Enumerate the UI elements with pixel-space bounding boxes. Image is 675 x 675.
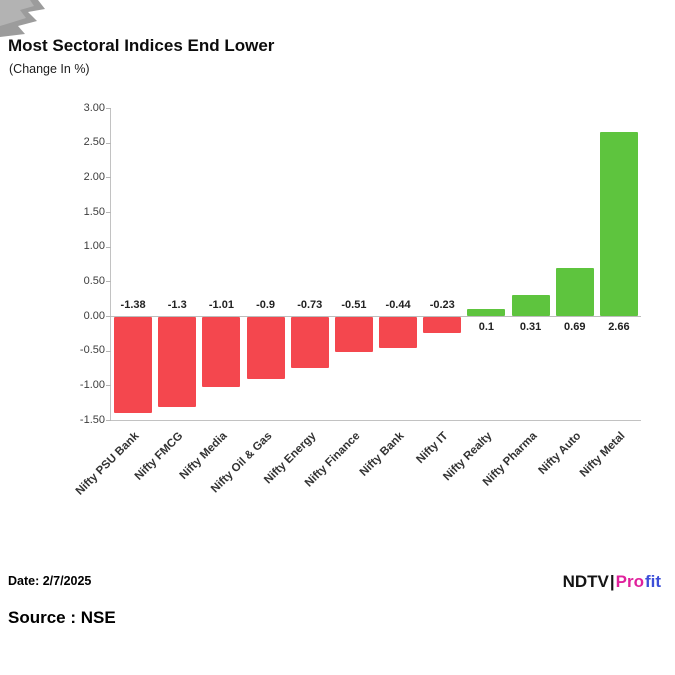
y-axis-tick-label: 2.50 <box>83 136 105 149</box>
x-axis-category-label: Nifty Oil & Gas <box>208 430 275 496</box>
y-axis-tick-mark <box>106 281 111 283</box>
y-axis-tick-mark <box>106 420 111 421</box>
date-label: Date: 2/7/2025 <box>8 574 92 588</box>
source-label: Source : NSE <box>8 608 116 627</box>
x-axis-category-label: Nifty Auto <box>536 430 584 478</box>
logo-part: fit <box>644 572 661 591</box>
bar-nifty-realty <box>467 309 506 316</box>
x-axis-category-label: Nifty Finance <box>302 430 363 490</box>
ndtv-profit-logo: NDTV | Pro fit <box>563 572 661 592</box>
x-axis-category-label: Nifty PSU Bank <box>73 430 142 498</box>
y-axis-tick-mark <box>106 142 111 144</box>
y-axis-tick-label: 3.00 <box>83 101 105 114</box>
bar-value-label: 0.69 <box>564 321 586 333</box>
bar-value-label: 0.1 <box>478 321 495 333</box>
chart-subtitle: (Change In %) <box>9 62 90 76</box>
bar-chart: 3.00 2.50 2.00 1.50 1.00 0.50 0.00 -0.50 -1.00 -1… <box>42 100 650 540</box>
y-axis-tick-mark <box>106 212 111 213</box>
bar-nifty-media <box>202 317 241 388</box>
bar-value-label: -1.3 <box>167 299 187 311</box>
bar-value-label: -0.73 <box>297 299 323 311</box>
bar-nifty-bank <box>379 317 418 348</box>
y-axis-tick-label: -1.00 <box>79 378 105 391</box>
y-axis-tick-label: -1.50 <box>79 413 105 426</box>
bar-nifty-it <box>423 317 462 333</box>
bar-value-label: -0.44 <box>385 299 411 311</box>
y-axis-tick-mark <box>106 316 111 317</box>
y-axis-tick-label: 2.00 <box>83 170 105 183</box>
y-axis-tick-label: 0.00 <box>83 309 105 322</box>
bar-value-label: -0.23 <box>429 299 455 311</box>
logo-part: NDTV <box>562 572 609 591</box>
x-axis-category-label: Nifty Energy <box>261 430 319 487</box>
bar-value-label: 2.66 <box>608 321 630 333</box>
x-axis-category-label: Nifty Media <box>178 430 230 482</box>
x-axis-category-label: Nifty Pharma <box>480 430 540 489</box>
bar-nifty-metal <box>599 131 638 316</box>
bar-value-label: -1.01 <box>208 299 234 311</box>
bar-value-label: -1.38 <box>120 299 146 311</box>
logo-part: | <box>609 572 615 591</box>
bar-nifty-psu-bank <box>114 317 153 413</box>
bar-nifty-oil-gas <box>246 317 285 380</box>
y-axis-tick-label: 1.00 <box>83 240 105 253</box>
plot-area: 3.00 2.50 2.00 1.50 1.00 0.50 0.00 -0.50 -1.00 -1… <box>74 102 641 498</box>
bar-nifty-pharma <box>511 294 550 316</box>
bar-value-label: -0.51 <box>341 299 367 311</box>
y-axis-tick-label: 0.50 <box>83 274 105 287</box>
bar-nifty-auto <box>555 268 594 316</box>
bar-nifty-finance <box>334 317 373 353</box>
logo-part: Pro <box>615 572 644 591</box>
x-axis-category-label: Nifty Metal <box>577 430 628 480</box>
torn-paper-decoration <box>0 0 45 37</box>
bar-value-label: -0.9 <box>256 299 276 311</box>
y-axis-tick-mark <box>106 108 111 109</box>
y-axis-tick-mark <box>106 350 111 352</box>
y-axis-tick-mark <box>106 177 111 179</box>
x-axis-category-label: Nifty FMCG <box>132 430 186 483</box>
bar-value-label: 0.31 <box>519 321 542 333</box>
y-axis-tick-mark <box>106 385 111 387</box>
y-axis-tick-label: 1.50 <box>83 205 105 218</box>
y-axis-tick-mark <box>106 246 111 248</box>
x-axis-category-label: Nifty IT <box>414 430 451 467</box>
x-axis-category-label: Nifty Realty <box>441 430 495 484</box>
bar-nifty-fmcg <box>158 317 197 408</box>
bar-nifty-energy <box>290 317 329 368</box>
x-axis-category-label: Nifty Bank <box>357 430 407 479</box>
chart-title: Most Sectoral Indices End Lower <box>8 36 275 55</box>
zero-line <box>111 316 641 317</box>
y-axis-tick-label: -0.50 <box>79 344 105 357</box>
